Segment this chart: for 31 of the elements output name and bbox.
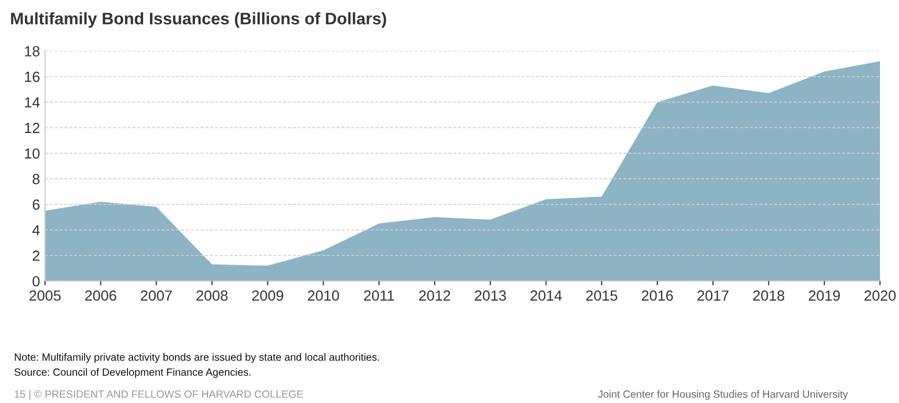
- x-tick-label: 2006: [85, 290, 116, 301]
- x-tick-label: 2008: [196, 290, 228, 301]
- x-tick-label: 2020: [864, 290, 896, 301]
- x-tick-label: 2007: [140, 290, 172, 301]
- x-tick-label: 2017: [698, 290, 728, 301]
- y-tick-label: 10: [25, 148, 40, 159]
- x-tick-label: 2005: [30, 290, 61, 301]
- text: Note: Multifamily private activity bonds are issued by state and local authorities.: [14, 353, 379, 363]
- x-tick-label: 2013: [474, 290, 506, 301]
- y-tick-label: 4: [32, 225, 40, 236]
- y-tick-label: 14: [25, 97, 40, 108]
- text: Joint Center for Housing Studies of Harvard University: [598, 390, 848, 400]
- x-tick-label: 2014: [530, 290, 562, 301]
- y-tick-label: 18: [25, 46, 40, 56]
- x-tick-label: 2015: [586, 290, 618, 301]
- x-tick-label: 2019: [808, 290, 840, 301]
- x-tick-label: 2018: [753, 290, 784, 301]
- y-tick-label: 12: [25, 122, 40, 133]
- x-tick-label: 2010: [308, 290, 339, 301]
- x-tick-label: 2012: [419, 290, 450, 301]
- y-tick-label: 6: [32, 199, 40, 210]
- y-tick-label: 16: [25, 72, 40, 82]
- y-tick-label: 8: [32, 174, 40, 184]
- x-tick-label: 2009: [252, 290, 284, 301]
- text: 15 | © PRESIDENT AND FELLOWS OF HARVARD COLLEGE: [14, 390, 303, 400]
- y-tick-label: 0: [32, 276, 40, 286]
- x-tick-label: 2016: [642, 290, 673, 301]
- x-tick-label: 2011: [364, 290, 394, 301]
- source-note: Source: Council of Development Finance Agencies.: [14, 368, 250, 378]
- chart-title: Multifamily Bond Issuances (Billions of Dollars): [11, 12, 386, 28]
- y-tick-label: 2: [32, 250, 40, 261]
